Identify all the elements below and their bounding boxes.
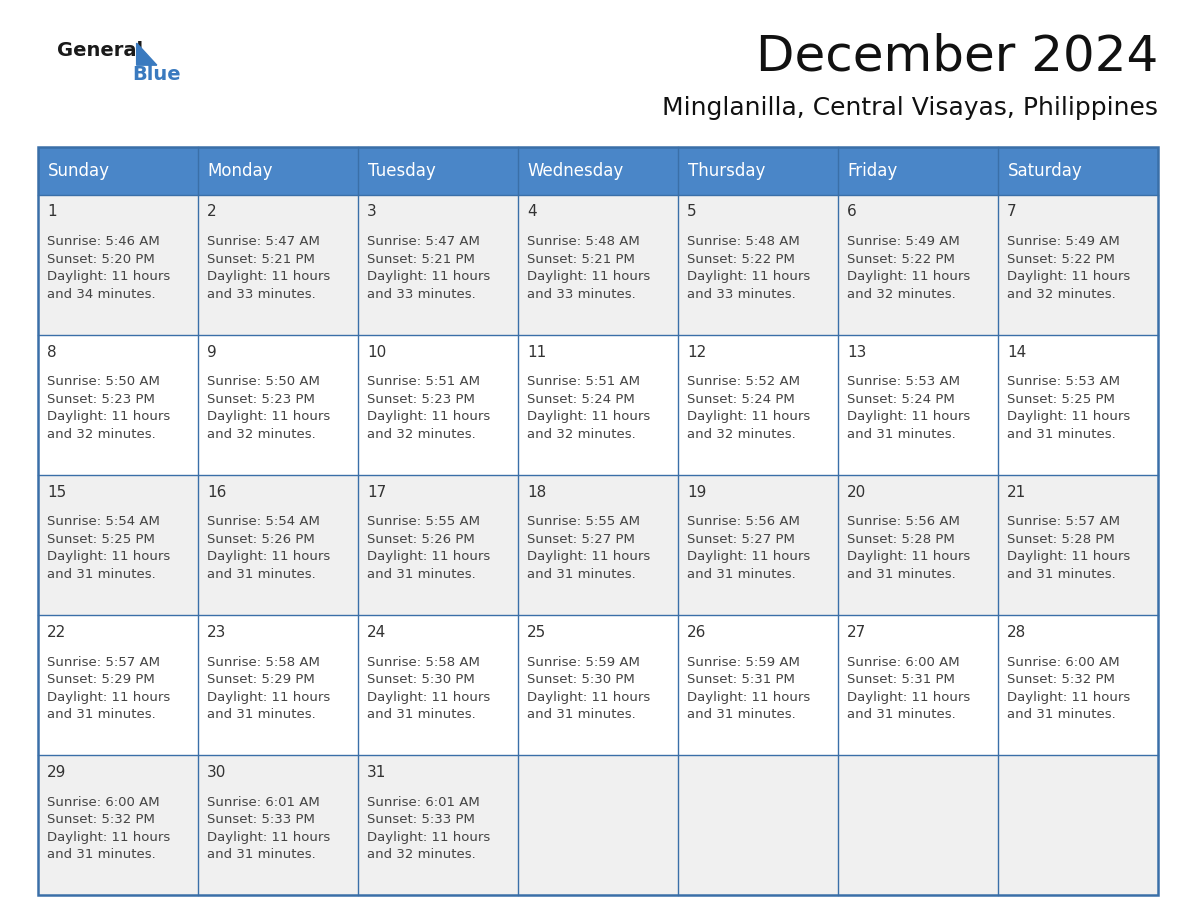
Text: 21: 21 bbox=[1007, 485, 1026, 499]
Text: Sunrise: 5:57 AM
Sunset: 5:28 PM
Daylight: 11 hours
and 31 minutes.: Sunrise: 5:57 AM Sunset: 5:28 PM Dayligh… bbox=[1007, 515, 1130, 581]
Text: 16: 16 bbox=[207, 485, 226, 499]
Text: 1: 1 bbox=[46, 205, 57, 219]
Text: Saturday: Saturday bbox=[1007, 162, 1082, 180]
Text: Sunrise: 5:59 AM
Sunset: 5:31 PM
Daylight: 11 hours
and 31 minutes.: Sunrise: 5:59 AM Sunset: 5:31 PM Dayligh… bbox=[687, 655, 810, 721]
Text: Sunrise: 5:54 AM
Sunset: 5:26 PM
Daylight: 11 hours
and 31 minutes.: Sunrise: 5:54 AM Sunset: 5:26 PM Dayligh… bbox=[207, 515, 330, 581]
Bar bbox=[358, 147, 518, 195]
Text: Sunrise: 6:00 AM
Sunset: 5:32 PM
Daylight: 11 hours
and 31 minutes.: Sunrise: 6:00 AM Sunset: 5:32 PM Dayligh… bbox=[46, 796, 170, 861]
Text: 17: 17 bbox=[367, 485, 386, 499]
Text: Sunrise: 5:54 AM
Sunset: 5:25 PM
Daylight: 11 hours
and 31 minutes.: Sunrise: 5:54 AM Sunset: 5:25 PM Dayligh… bbox=[46, 515, 170, 581]
Text: 25: 25 bbox=[527, 624, 546, 640]
Text: 2: 2 bbox=[207, 205, 216, 219]
Bar bbox=[38, 147, 1158, 895]
Bar bbox=[998, 147, 1158, 195]
Text: 9: 9 bbox=[207, 344, 216, 360]
Text: Sunrise: 5:48 AM
Sunset: 5:22 PM
Daylight: 11 hours
and 33 minutes.: Sunrise: 5:48 AM Sunset: 5:22 PM Dayligh… bbox=[687, 235, 810, 301]
Text: 11: 11 bbox=[527, 344, 546, 360]
Text: Monday: Monday bbox=[208, 162, 273, 180]
Text: Minglanilla, Central Visayas, Philippines: Minglanilla, Central Visayas, Philippine… bbox=[662, 96, 1158, 120]
Bar bbox=[38, 195, 1158, 335]
Bar bbox=[38, 615, 1158, 755]
Text: Sunrise: 5:53 AM
Sunset: 5:24 PM
Daylight: 11 hours
and 31 minutes.: Sunrise: 5:53 AM Sunset: 5:24 PM Dayligh… bbox=[847, 375, 971, 441]
Text: Sunday: Sunday bbox=[48, 162, 109, 180]
Text: Blue: Blue bbox=[132, 65, 181, 84]
Bar bbox=[839, 147, 998, 195]
Text: 7: 7 bbox=[1007, 205, 1017, 219]
Text: Sunrise: 6:01 AM
Sunset: 5:33 PM
Daylight: 11 hours
and 31 minutes.: Sunrise: 6:01 AM Sunset: 5:33 PM Dayligh… bbox=[207, 796, 330, 861]
Text: Wednesday: Wednesday bbox=[527, 162, 624, 180]
Text: 6: 6 bbox=[847, 205, 857, 219]
Text: 24: 24 bbox=[367, 624, 386, 640]
Text: Friday: Friday bbox=[848, 162, 898, 180]
Text: Sunrise: 5:50 AM
Sunset: 5:23 PM
Daylight: 11 hours
and 32 minutes.: Sunrise: 5:50 AM Sunset: 5:23 PM Dayligh… bbox=[46, 375, 170, 441]
Bar bbox=[38, 335, 1158, 475]
Text: Sunrise: 5:56 AM
Sunset: 5:27 PM
Daylight: 11 hours
and 31 minutes.: Sunrise: 5:56 AM Sunset: 5:27 PM Dayligh… bbox=[687, 515, 810, 581]
Text: 18: 18 bbox=[527, 485, 546, 499]
Text: 22: 22 bbox=[46, 624, 67, 640]
Text: 13: 13 bbox=[847, 344, 866, 360]
Text: Sunrise: 6:01 AM
Sunset: 5:33 PM
Daylight: 11 hours
and 32 minutes.: Sunrise: 6:01 AM Sunset: 5:33 PM Dayligh… bbox=[367, 796, 491, 861]
Text: Sunrise: 5:55 AM
Sunset: 5:27 PM
Daylight: 11 hours
and 31 minutes.: Sunrise: 5:55 AM Sunset: 5:27 PM Dayligh… bbox=[527, 515, 650, 581]
Bar bbox=[38, 755, 1158, 895]
Text: Sunrise: 5:49 AM
Sunset: 5:22 PM
Daylight: 11 hours
and 32 minutes.: Sunrise: 5:49 AM Sunset: 5:22 PM Dayligh… bbox=[847, 235, 971, 301]
Text: Sunrise: 6:00 AM
Sunset: 5:31 PM
Daylight: 11 hours
and 31 minutes.: Sunrise: 6:00 AM Sunset: 5:31 PM Dayligh… bbox=[847, 655, 971, 721]
Text: 14: 14 bbox=[1007, 344, 1026, 360]
Text: 10: 10 bbox=[367, 344, 386, 360]
Bar bbox=[678, 147, 839, 195]
Text: Thursday: Thursday bbox=[688, 162, 765, 180]
Bar bbox=[198, 147, 358, 195]
Text: Sunrise: 5:59 AM
Sunset: 5:30 PM
Daylight: 11 hours
and 31 minutes.: Sunrise: 5:59 AM Sunset: 5:30 PM Dayligh… bbox=[527, 655, 650, 721]
Text: Sunrise: 5:51 AM
Sunset: 5:24 PM
Daylight: 11 hours
and 32 minutes.: Sunrise: 5:51 AM Sunset: 5:24 PM Dayligh… bbox=[527, 375, 650, 441]
Text: Sunrise: 5:50 AM
Sunset: 5:23 PM
Daylight: 11 hours
and 32 minutes.: Sunrise: 5:50 AM Sunset: 5:23 PM Dayligh… bbox=[207, 375, 330, 441]
Text: 19: 19 bbox=[687, 485, 707, 499]
Bar bbox=[518, 147, 678, 195]
Text: Sunrise: 5:47 AM
Sunset: 5:21 PM
Daylight: 11 hours
and 33 minutes.: Sunrise: 5:47 AM Sunset: 5:21 PM Dayligh… bbox=[207, 235, 330, 301]
Bar bbox=[38, 475, 1158, 615]
Text: Sunrise: 5:47 AM
Sunset: 5:21 PM
Daylight: 11 hours
and 33 minutes.: Sunrise: 5:47 AM Sunset: 5:21 PM Dayligh… bbox=[367, 235, 491, 301]
Polygon shape bbox=[137, 43, 157, 65]
Text: 8: 8 bbox=[46, 344, 57, 360]
Text: 4: 4 bbox=[527, 205, 537, 219]
Text: Sunrise: 5:51 AM
Sunset: 5:23 PM
Daylight: 11 hours
and 32 minutes.: Sunrise: 5:51 AM Sunset: 5:23 PM Dayligh… bbox=[367, 375, 491, 441]
Text: 5: 5 bbox=[687, 205, 696, 219]
Text: 12: 12 bbox=[687, 344, 706, 360]
Text: 15: 15 bbox=[46, 485, 67, 499]
Text: Sunrise: 5:53 AM
Sunset: 5:25 PM
Daylight: 11 hours
and 31 minutes.: Sunrise: 5:53 AM Sunset: 5:25 PM Dayligh… bbox=[1007, 375, 1130, 441]
Text: 27: 27 bbox=[847, 624, 866, 640]
Text: Sunrise: 5:55 AM
Sunset: 5:26 PM
Daylight: 11 hours
and 31 minutes.: Sunrise: 5:55 AM Sunset: 5:26 PM Dayligh… bbox=[367, 515, 491, 581]
Text: December 2024: December 2024 bbox=[756, 32, 1158, 80]
Text: Sunrise: 6:00 AM
Sunset: 5:32 PM
Daylight: 11 hours
and 31 minutes.: Sunrise: 6:00 AM Sunset: 5:32 PM Dayligh… bbox=[1007, 655, 1130, 721]
Text: Sunrise: 5:46 AM
Sunset: 5:20 PM
Daylight: 11 hours
and 34 minutes.: Sunrise: 5:46 AM Sunset: 5:20 PM Dayligh… bbox=[46, 235, 170, 301]
Text: 30: 30 bbox=[207, 765, 226, 779]
Text: Sunrise: 5:56 AM
Sunset: 5:28 PM
Daylight: 11 hours
and 31 minutes.: Sunrise: 5:56 AM Sunset: 5:28 PM Dayligh… bbox=[847, 515, 971, 581]
Bar bbox=[38, 147, 198, 195]
Text: 23: 23 bbox=[207, 624, 226, 640]
Text: Sunrise: 5:58 AM
Sunset: 5:30 PM
Daylight: 11 hours
and 31 minutes.: Sunrise: 5:58 AM Sunset: 5:30 PM Dayligh… bbox=[367, 655, 491, 721]
Text: 28: 28 bbox=[1007, 624, 1026, 640]
Text: 20: 20 bbox=[847, 485, 866, 499]
Text: General: General bbox=[57, 41, 143, 61]
Text: Sunrise: 5:49 AM
Sunset: 5:22 PM
Daylight: 11 hours
and 32 minutes.: Sunrise: 5:49 AM Sunset: 5:22 PM Dayligh… bbox=[1007, 235, 1130, 301]
Text: Sunrise: 5:58 AM
Sunset: 5:29 PM
Daylight: 11 hours
and 31 minutes.: Sunrise: 5:58 AM Sunset: 5:29 PM Dayligh… bbox=[207, 655, 330, 721]
Text: Tuesday: Tuesday bbox=[368, 162, 436, 180]
Text: Sunrise: 5:52 AM
Sunset: 5:24 PM
Daylight: 11 hours
and 32 minutes.: Sunrise: 5:52 AM Sunset: 5:24 PM Dayligh… bbox=[687, 375, 810, 441]
Text: Sunrise: 5:57 AM
Sunset: 5:29 PM
Daylight: 11 hours
and 31 minutes.: Sunrise: 5:57 AM Sunset: 5:29 PM Dayligh… bbox=[46, 655, 170, 721]
Text: 29: 29 bbox=[46, 765, 67, 779]
Text: 3: 3 bbox=[367, 205, 377, 219]
Text: 31: 31 bbox=[367, 765, 386, 779]
Text: Sunrise: 5:48 AM
Sunset: 5:21 PM
Daylight: 11 hours
and 33 minutes.: Sunrise: 5:48 AM Sunset: 5:21 PM Dayligh… bbox=[527, 235, 650, 301]
Text: 26: 26 bbox=[687, 624, 707, 640]
